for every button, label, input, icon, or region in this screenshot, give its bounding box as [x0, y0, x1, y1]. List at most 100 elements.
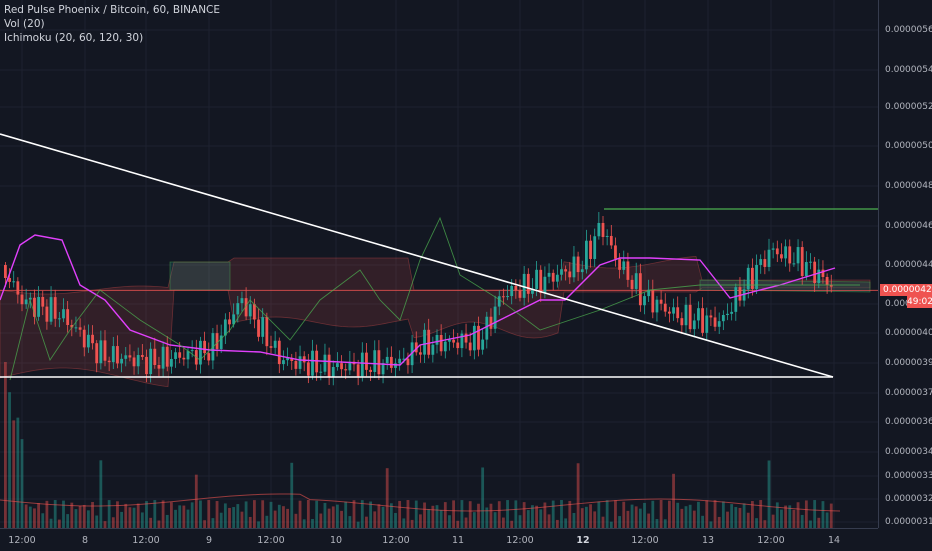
- volume-bar: [286, 508, 289, 528]
- volume-bar: [825, 512, 829, 528]
- volume-bar: [593, 511, 597, 528]
- candle-body: [601, 222, 605, 238]
- volume-bar: [572, 512, 576, 528]
- volume-bar: [240, 511, 244, 528]
- volume-bar: [327, 508, 331, 528]
- volume-bar: [356, 521, 360, 528]
- volume-bar: [647, 513, 651, 528]
- candle-body: [365, 352, 368, 370]
- volume-bar: [373, 511, 377, 528]
- volume-bar: [33, 508, 36, 528]
- candle-body: [448, 339, 451, 342]
- time-tick-label: 14: [827, 535, 841, 546]
- volume-bar: [829, 503, 833, 528]
- candle-body: [589, 240, 592, 259]
- candle-body: [543, 276, 547, 294]
- volume-bar: [298, 500, 302, 528]
- candle-body: [755, 264, 758, 289]
- candle-body: [157, 364, 161, 369]
- volume-bar: [277, 504, 281, 528]
- volume-bar: [194, 474, 198, 528]
- candle-body: [730, 311, 734, 314]
- volume-bar: [759, 500, 763, 528]
- candle-body: [809, 261, 812, 263]
- time-tick-label: 12:00: [631, 535, 659, 546]
- candle-body: [4, 265, 7, 278]
- volume-bar: [236, 504, 240, 528]
- candle-body: [186, 351, 190, 360]
- candle-body: [360, 352, 364, 377]
- price-tick-label: 0.00000321: [885, 494, 932, 504]
- candle-body: [394, 363, 397, 368]
- volume-bar: [128, 507, 132, 528]
- volume-bar: [190, 502, 194, 528]
- candle-body: [120, 358, 123, 364]
- volume-bar: [348, 516, 352, 528]
- chart-area[interactable]: Red Pulse Phoenix / Bitcoin, 60, BINANCE…: [0, 0, 878, 528]
- volume-bar: [261, 500, 265, 528]
- candle-body: [655, 299, 659, 313]
- volume-bar: [717, 516, 721, 528]
- volume-indicator-label[interactable]: Vol (20): [4, 18, 45, 30]
- candle-body: [153, 348, 157, 365]
- descending-trendline: [0, 133, 834, 378]
- candle-body: [265, 317, 269, 347]
- ichimoku-indicator-label[interactable]: Ichimoku (20, 60, 120, 30): [4, 32, 144, 44]
- time-tick-label: 12:00: [257, 535, 285, 546]
- candle-body: [87, 334, 90, 348]
- candle-body: [597, 222, 601, 237]
- candle-body: [12, 281, 16, 283]
- price-chart[interactable]: [0, 0, 878, 528]
- volume-bar: [302, 519, 306, 528]
- volume-bar: [775, 502, 779, 528]
- candle-body: [45, 306, 49, 322]
- volume-bar: [24, 504, 28, 528]
- candle-body: [82, 329, 86, 348]
- volume-bar: [751, 501, 754, 528]
- candle-body: [443, 341, 447, 352]
- volume-bar: [668, 500, 671, 528]
- candle-body: [273, 340, 277, 348]
- volume-bar: [609, 521, 613, 528]
- candle-body: [593, 236, 597, 259]
- candle-body: [298, 356, 302, 369]
- volume-bar: [767, 460, 771, 528]
- candle-body: [555, 274, 559, 282]
- volume-bar: [692, 510, 696, 528]
- volume-bar: [738, 507, 742, 528]
- volume-bar: [95, 515, 99, 528]
- volume-bar: [688, 504, 692, 528]
- candle-body: [535, 269, 538, 289]
- candle-body: [311, 350, 314, 376]
- candle-body: [759, 259, 763, 265]
- candle-body: [215, 333, 219, 349]
- candle-body: [41, 297, 45, 307]
- volume-bar: [564, 518, 568, 528]
- bar-countdown-badge: 49:02: [907, 296, 932, 309]
- candle-body: [199, 340, 202, 365]
- volume-bar: [248, 516, 252, 528]
- candle-body: [692, 320, 696, 330]
- volume-bar: [294, 513, 298, 528]
- time-tick-label: 12:00: [8, 535, 36, 546]
- volume-bar: [406, 500, 410, 528]
- candle-body: [643, 296, 646, 306]
- volume-bar: [684, 506, 688, 528]
- candle-body: [33, 297, 36, 317]
- candle-body: [132, 357, 136, 367]
- time-axis[interactable]: 12:00 8 12:00 9 12:00 10 12:00 11 12:00 12 12:00 13…: [0, 528, 878, 551]
- candle-body: [705, 315, 709, 333]
- volume-bar: [360, 500, 364, 528]
- volume-bar: [369, 501, 372, 528]
- candle-body: [240, 298, 244, 304]
- volume-bar: [809, 520, 812, 528]
- volume-bar: [140, 512, 144, 528]
- candle-body: [294, 361, 298, 369]
- volume-bar: [116, 501, 119, 528]
- candle-body: [821, 269, 825, 277]
- time-tick-label: 12:00: [757, 535, 785, 546]
- candle-body: [680, 318, 684, 326]
- volume-bar: [273, 510, 277, 528]
- candle-body: [751, 267, 754, 289]
